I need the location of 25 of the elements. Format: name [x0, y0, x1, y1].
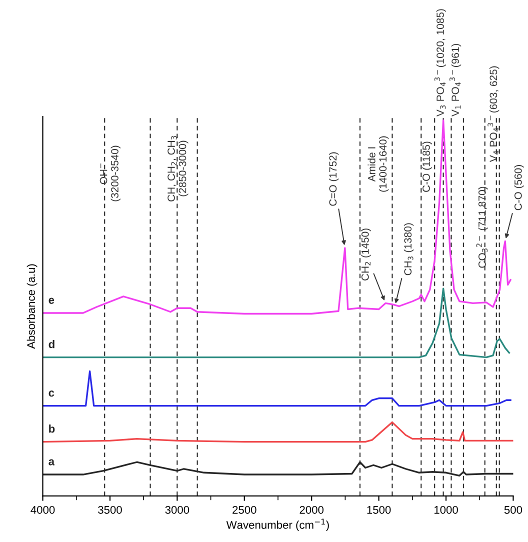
text: OH$^{−}$ (3200-3540) [100, 146, 120, 202]
annotation: C-O (560) [514, 165, 524, 210]
annotation: CH$_{2}$ (1450) [361, 228, 371, 280]
annotation: C-O (1185) [422, 142, 432, 192]
series-label: c [48, 390, 54, 397]
x-tick-label: 4000 [30, 506, 55, 514]
x-tick-label: 3500 [98, 506, 122, 514]
annotation: CH$_{3}$ (1380) [404, 223, 414, 276]
x-tick-label: 2000 [300, 506, 324, 514]
series-label: a [48, 459, 55, 466]
y-axis-title: Absorbance (a.u) [26, 264, 38, 349]
series-label: e [48, 298, 54, 304]
series-label: d [48, 340, 54, 348]
x-tick-label: 1500 [367, 506, 391, 514]
x-tick-label: 2500 [232, 506, 256, 514]
x-axis-title: Wavenumber (cm$^{−1}$) [226, 518, 329, 532]
x-tick-label: 1000 [434, 506, 458, 514]
x-tick-label: 3000 [165, 506, 190, 514]
annotation: C=O (1752) [328, 152, 339, 206]
text: V$_{3}$ PO$_{4}$$^{3−}$(1020, 1085) [434, 9, 446, 116]
annotation: CH, CH$_{2}$, CH$_{3}$ (2850-3000) [168, 136, 188, 202]
x-tick-label: 500 [504, 506, 522, 514]
annotation: Amide I (1400-1640) [368, 136, 389, 192]
text: V$_{1}$ PO$_{4}$$^{3−}$(961) [450, 44, 462, 116]
series-label: b [49, 424, 55, 433]
